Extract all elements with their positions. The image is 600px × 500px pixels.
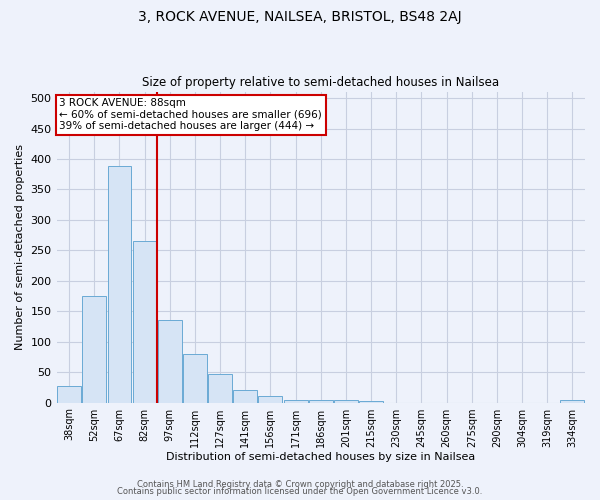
Text: Contains HM Land Registry data © Crown copyright and database right 2025.: Contains HM Land Registry data © Crown c… [137,480,463,489]
Bar [133,241,157,402]
Bar [208,374,232,402]
Text: Contains public sector information licensed under the Open Government Licence v3: Contains public sector information licen… [118,487,482,496]
Bar [158,320,182,402]
Bar [233,390,257,402]
Bar [309,400,333,402]
Y-axis label: Number of semi-detached properties: Number of semi-detached properties [15,144,25,350]
Bar [359,401,383,402]
Bar [107,166,131,402]
Bar [183,354,207,403]
Bar [334,400,358,402]
Bar [284,400,308,402]
Text: 3 ROCK AVENUE: 88sqm
← 60% of semi-detached houses are smaller (696)
39% of semi: 3 ROCK AVENUE: 88sqm ← 60% of semi-detac… [59,98,322,132]
Title: Size of property relative to semi-detached houses in Nailsea: Size of property relative to semi-detach… [142,76,499,90]
X-axis label: Distribution of semi-detached houses by size in Nailsea: Distribution of semi-detached houses by … [166,452,475,462]
Bar [82,296,106,403]
Bar [57,386,81,402]
Bar [560,400,584,402]
Bar [259,396,283,402]
Text: 3, ROCK AVENUE, NAILSEA, BRISTOL, BS48 2AJ: 3, ROCK AVENUE, NAILSEA, BRISTOL, BS48 2… [138,10,462,24]
